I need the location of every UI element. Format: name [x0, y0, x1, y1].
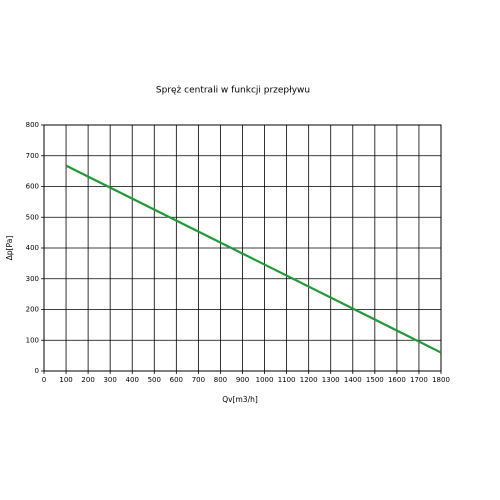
x-tick-label: 1000: [256, 376, 274, 384]
x-tick-label: 200: [81, 376, 94, 384]
y-tick-label: 500: [26, 213, 39, 221]
x-tick-label: 1800: [432, 376, 450, 384]
data-line: [65, 164, 442, 354]
plot-frame: [43, 124, 442, 372]
x-tick-label: 800: [214, 376, 227, 384]
y-tick-label: 600: [26, 183, 39, 191]
y-tick-label: 400: [26, 244, 39, 252]
x-tick-label: 100: [59, 376, 72, 384]
x-tick-label: 600: [170, 376, 183, 384]
x-tick-label: 1500: [366, 376, 384, 384]
chart-title: Spręż centrali w funkcji przepływu: [156, 86, 310, 96]
y-tick-label: 100: [26, 336, 39, 344]
x-tick-label: 700: [192, 376, 205, 384]
y-axis-label: Δp[Pa]: [5, 236, 14, 261]
x-tick-label: 0: [42, 376, 46, 384]
y-tick-label: 300: [26, 275, 39, 283]
y-tick-label: 800: [26, 121, 39, 129]
x-tick-label: 300: [103, 376, 116, 384]
x-tick-label: 500: [148, 376, 161, 384]
y-tick-label: 200: [26, 306, 39, 314]
y-tick-label: 700: [26, 152, 39, 160]
x-axis-label: Qv[m3/h]: [222, 395, 258, 404]
x-tick-label: 1100: [278, 376, 296, 384]
x-tick-label: 400: [126, 376, 139, 384]
x-tick-label: 1400: [344, 376, 362, 384]
x-tick-label: 1200: [300, 376, 318, 384]
y-tick-label: 0: [35, 367, 39, 375]
x-tick-label: 1700: [410, 376, 428, 384]
x-tick-label: 1300: [322, 376, 340, 384]
x-tick-label: 1600: [388, 376, 406, 384]
x-tick-label: 900: [236, 376, 249, 384]
